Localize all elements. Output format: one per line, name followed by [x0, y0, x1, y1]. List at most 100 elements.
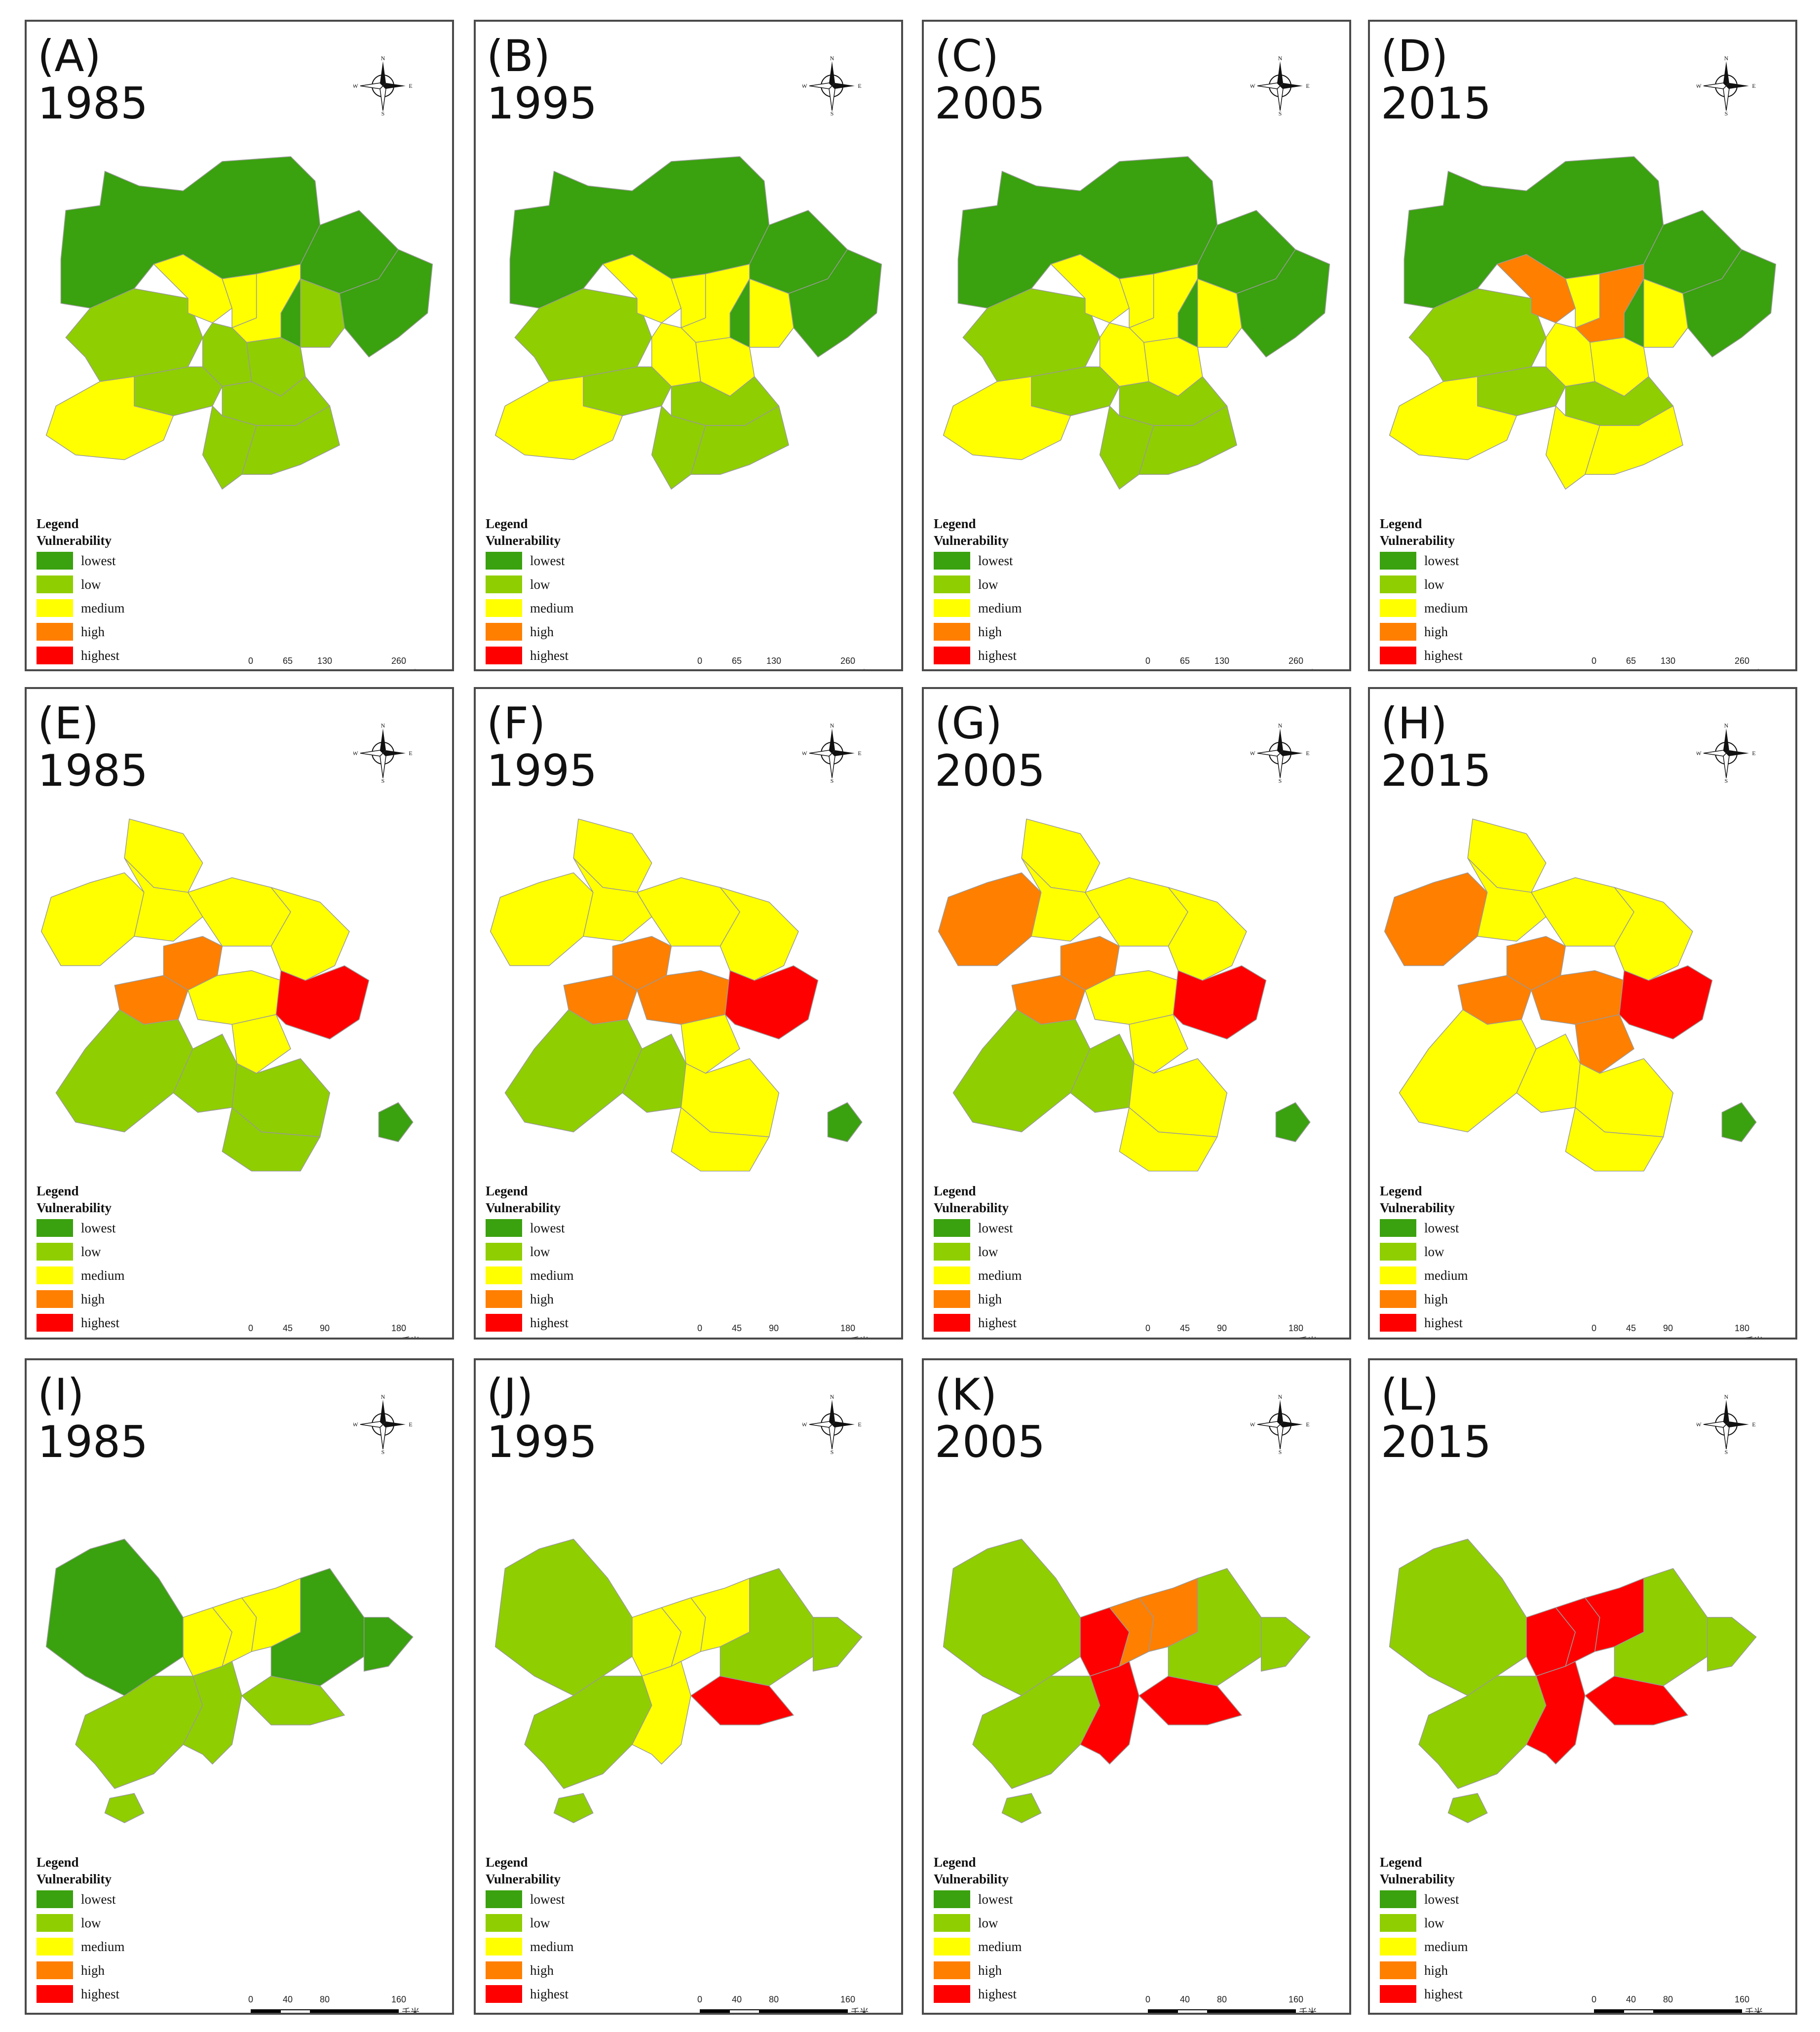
- scale-tick-label: 180: [1734, 1323, 1750, 1333]
- scale-tick-label: 0: [248, 656, 254, 666]
- legend-item-lowest: lowest: [486, 549, 693, 573]
- legend-item-high: high: [934, 620, 1141, 644]
- scale-bar: 0 65 130 260千米: [697, 656, 887, 669]
- panel-label: (B): [487, 31, 551, 81]
- compass-s-label: S: [1279, 110, 1282, 115]
- city-region-low: [300, 278, 345, 348]
- city-region-medium: [1119, 1107, 1218, 1172]
- scale-bar: 0 40 80 160 千米: [248, 1994, 438, 2013]
- north-arrow-icon: N S W E: [802, 724, 862, 783]
- legend-item-high: high: [486, 1958, 693, 1982]
- legend-item-lowest: lowest: [934, 1216, 1141, 1240]
- city-region-low: [690, 405, 789, 475]
- compass-s-label: S: [381, 110, 385, 115]
- city-region-low: [241, 405, 340, 475]
- compass-w-label: W: [1697, 82, 1702, 89]
- city-region-low: [1614, 1568, 1708, 1687]
- legend-title: Legend: [1380, 1855, 1422, 1870]
- scale-tick-label: 40: [282, 1994, 293, 2004]
- panel-year: 2015: [1381, 78, 1491, 129]
- legend-swatch: [1380, 1290, 1416, 1308]
- city-region-highest: [1080, 1661, 1139, 1765]
- scale-tick-label: 260: [1288, 656, 1304, 666]
- compass-s-label: S: [1725, 777, 1728, 783]
- legend-item-low: low: [934, 1240, 1141, 1264]
- compass-n-label: N: [1724, 1395, 1729, 1400]
- legend-item-medium: medium: [934, 1935, 1141, 1958]
- legend-item-high: high: [37, 1958, 244, 1982]
- city-region-medium: [681, 1014, 740, 1074]
- compass-n-label: N: [1724, 724, 1729, 729]
- scale-tick-label: 180: [1288, 1323, 1304, 1333]
- city-region-highest: [1173, 965, 1267, 1039]
- legend-swatch: [934, 1266, 970, 1284]
- scale-tick-label: 40: [1626, 1994, 1636, 2004]
- legend-title: Legend: [486, 516, 528, 531]
- city-region-medium: [231, 1014, 291, 1074]
- city-region-low: [75, 1676, 203, 1789]
- region-map: [45, 156, 433, 490]
- city-region-low: [583, 366, 672, 417]
- map-panel-j: (J)1995 N S W E Legend Vulnerability lowest low m…: [474, 1358, 903, 2015]
- legend-swatch: [37, 1314, 73, 1332]
- legend-item-medium: medium: [37, 1935, 244, 1958]
- legend-swatch: [934, 575, 970, 593]
- map-panel-b: (B)1995 N S W E Legend Vulnerability lowest low m…: [474, 20, 903, 671]
- legend-subtitle: Vulnerability: [486, 533, 561, 548]
- legend-title: Legend: [37, 1184, 79, 1198]
- scale-tick-label: 160: [1734, 1994, 1750, 2004]
- legend-label: lowest: [81, 553, 116, 568]
- city-region-medium: [573, 818, 652, 893]
- legend-swatch: [37, 1219, 73, 1237]
- legend-swatch: [486, 1914, 522, 1932]
- city-region-lowest: [45, 1538, 184, 1696]
- legend-swatch: [486, 1219, 522, 1237]
- scale-tick-label: 45: [1626, 1323, 1636, 1333]
- legend-item-high: high: [486, 620, 693, 644]
- city-region-highest: [1138, 1676, 1243, 1725]
- legend-item-medium: medium: [486, 1264, 693, 1287]
- map-panel-c: (C)2005 N S W E Legend Vulnerability lowest low m…: [922, 20, 1351, 671]
- scale-bar-graphic: [700, 1338, 848, 1340]
- scale-unit: 千米: [402, 1334, 419, 1338]
- compass-w-label: W: [802, 750, 807, 757]
- city-region-low: [952, 1009, 1091, 1133]
- compass-n-label: N: [381, 56, 385, 62]
- region-map: [1384, 818, 1757, 1172]
- legend-swatch: [934, 623, 970, 641]
- legend-title: Legend: [1380, 1184, 1422, 1198]
- panel-label: (H): [1381, 698, 1447, 749]
- city-region-medium: [1167, 886, 1247, 981]
- scale-tick-label: 180: [840, 1323, 856, 1333]
- scale-tick-label: 260: [391, 656, 407, 666]
- city-region-low: [553, 1793, 594, 1823]
- legend-label: medium: [1424, 1267, 1468, 1283]
- legend-label: low: [530, 1244, 550, 1259]
- scale-tick-label: 65: [1626, 656, 1636, 666]
- legend-item-medium: medium: [934, 1264, 1141, 1287]
- scale-unit: 千米: [851, 667, 869, 669]
- legend-label: lowest: [1424, 1891, 1459, 1907]
- city-region-medium: [1021, 818, 1100, 893]
- scale-tick-label: 0: [697, 1994, 703, 2004]
- legend-label: highest: [978, 648, 1017, 663]
- compass-e-label: E: [1306, 1421, 1309, 1428]
- city-region-medium: [1584, 405, 1683, 475]
- legend-swatch: [1380, 1985, 1416, 2003]
- scale-tick-label: 0: [697, 656, 703, 666]
- city-region-low: [104, 1793, 145, 1823]
- scale-tick-label: 130: [317, 656, 333, 666]
- scale-unit: 千米: [851, 1334, 869, 1338]
- scale-bar: 0 45 90 180千米: [248, 1323, 438, 1338]
- legend-swatch: [37, 1985, 73, 2003]
- scale-bar-graphic: [1594, 2009, 1742, 2013]
- city-region-low: [504, 1009, 643, 1133]
- map-panel-k: (K)2005 N S W E Legend Vulnerability lowest low m…: [922, 1358, 1351, 2015]
- panel-year: 2005: [935, 745, 1045, 796]
- legend-item-low: low: [934, 573, 1141, 596]
- legend-item-highest: highest: [934, 1982, 1141, 2006]
- scale-bar: 0 65 130 260千米: [1145, 656, 1335, 669]
- legend-subtitle: Vulnerability: [1380, 1200, 1455, 1215]
- legend-label: high: [530, 624, 554, 639]
- panel-year: 1985: [38, 78, 148, 129]
